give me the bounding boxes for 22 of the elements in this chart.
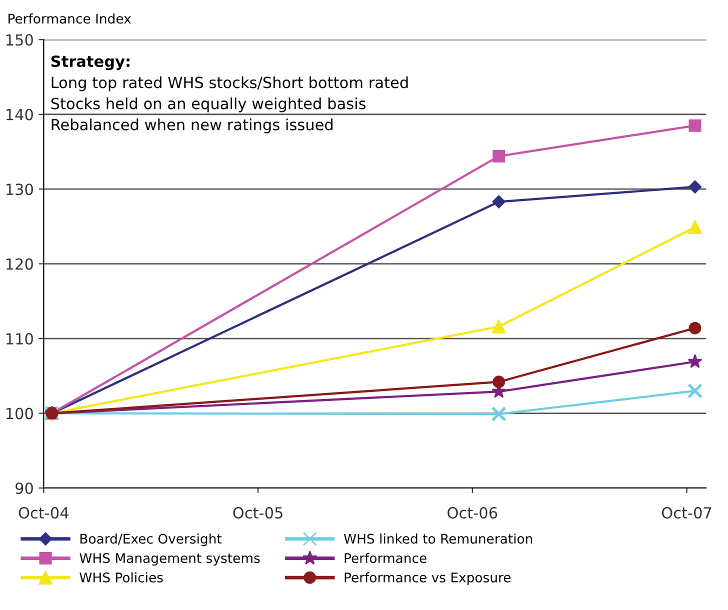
y-tick-label: 120 (6, 258, 33, 270)
y-tick-label: 100 (6, 408, 33, 420)
legend-label: WHS linked to Remuneration (344, 534, 532, 544)
legend-label: Performance vs Exposure (344, 572, 511, 586)
annotation: Strategy: (51, 55, 130, 70)
y-tick-label: 150 (6, 34, 33, 46)
y-tick-label: 90 (15, 482, 33, 494)
x-tick-label: Oct-05 (233, 507, 282, 519)
annotation: Stocks held on an equally weighted basis (51, 97, 366, 112)
y-axis-title: Performance Index (8, 13, 131, 24)
annotation: Rebalanced when new ratings issued (52, 118, 333, 134)
y-tick-label: 110 (6, 333, 33, 345)
legend-label: WHS Policies (80, 572, 163, 582)
x-tick-label: Oct-06 (448, 507, 498, 519)
y-tick-label: 130 (6, 184, 33, 196)
x-tick-label: Oct-07 (662, 507, 712, 519)
legend-label: Performance (344, 552, 426, 564)
x-tick-label: Oct-04 (18, 507, 69, 519)
legend-label: WHS Management systems (80, 553, 260, 566)
annotation: Long top rated WHS stocks/Short bottom rated (52, 76, 408, 92)
legend-label: Board/Exec Oversight (80, 534, 222, 546)
y-tick-label: 140 (6, 108, 33, 120)
